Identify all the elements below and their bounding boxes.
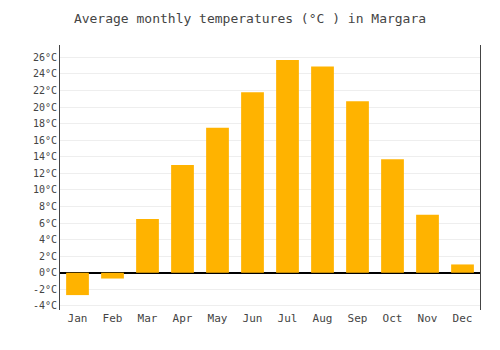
svg-text:8°C: 8°C	[39, 201, 57, 212]
svg-text:-2°C: -2°C	[33, 284, 57, 295]
svg-text:18°C: 18°C	[33, 118, 57, 129]
svg-text:0°C: 0°C	[39, 267, 57, 278]
svg-text:22°C: 22°C	[33, 85, 57, 96]
svg-text:Jan: Jan	[68, 312, 88, 325]
svg-text:Apr: Apr	[173, 312, 193, 325]
svg-text:4°C: 4°C	[39, 234, 57, 245]
svg-text:14°C: 14°C	[33, 151, 57, 162]
svg-text:May: May	[208, 312, 228, 325]
svg-text:10°C: 10°C	[33, 184, 57, 195]
svg-text:2°C: 2°C	[39, 251, 57, 262]
svg-text:Sep: Sep	[348, 312, 368, 325]
svg-text:Jun: Jun	[243, 312, 263, 325]
svg-text:16°C: 16°C	[33, 135, 57, 146]
svg-text:12°C: 12°C	[33, 168, 57, 179]
svg-text:Aug: Aug	[313, 312, 333, 325]
svg-text:24°C: 24°C	[33, 68, 57, 79]
svg-text:Mar: Mar	[138, 312, 158, 325]
svg-text:Dec: Dec	[453, 312, 473, 325]
svg-text:Jul: Jul	[278, 312, 298, 325]
svg-text:6°C: 6°C	[39, 218, 57, 229]
svg-text:20°C: 20°C	[33, 102, 57, 113]
svg-text:26°C: 26°C	[33, 52, 57, 63]
svg-text:Feb: Feb	[103, 312, 123, 325]
svg-text:Nov: Nov	[418, 312, 438, 325]
svg-text:-4°C: -4°C	[33, 300, 57, 311]
svg-text:Average monthly temperatures (: Average monthly temperatures (°C ) in Ma…	[74, 11, 426, 26]
svg-text:Oct: Oct	[383, 312, 403, 325]
